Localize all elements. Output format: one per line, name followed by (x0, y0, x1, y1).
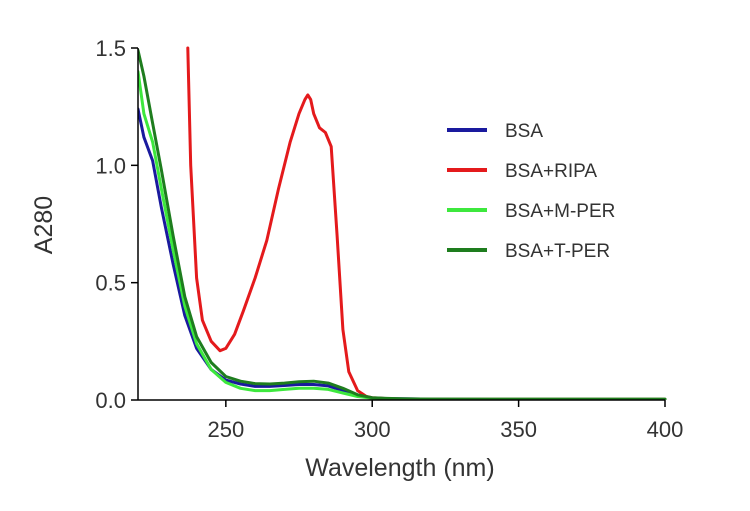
y-tick-label: 1.0 (95, 153, 126, 178)
legend: BSA BSA+RIPA BSA+M-PER BSA+T-PER (447, 121, 615, 262)
x-tick-label: 400 (647, 417, 684, 442)
series-line-bsa-t-per (138, 48, 667, 400)
x-tick-label: 250 (207, 417, 244, 442)
legend-label-bsa: BSA (505, 121, 543, 142)
x-axis-title: Wavelength (nm) (305, 454, 494, 482)
x-tick-label: 300 (354, 417, 391, 442)
legend-label-bsa-ripa: BSA+RIPA (505, 161, 597, 182)
x-tick-label: 350 (500, 417, 537, 442)
series-line-bsa-ripa (186, 46, 667, 400)
y-tick-label: 0.0 (95, 388, 126, 413)
legend-label-bsa-m-per: BSA+M-PER (505, 201, 615, 222)
series-layer (138, 46, 667, 400)
series-line-bsa-m-per (138, 70, 667, 400)
y-tick-label: 1.5 (95, 36, 126, 61)
y-tick-label: 0.5 (95, 271, 126, 296)
legend-label-bsa-t-per: BSA+T-PER (505, 241, 610, 262)
y-axis-title: A280 (30, 196, 58, 254)
axes-layer: 0.0 0.5 1.0 1.5 250 300 350 400 (95, 36, 683, 442)
